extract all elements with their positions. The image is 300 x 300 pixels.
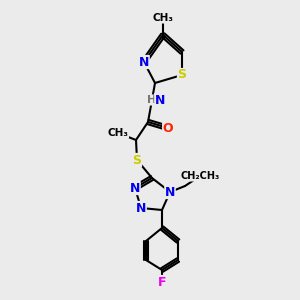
Text: N: N [139, 56, 149, 68]
Text: CH₂CH₃: CH₂CH₃ [180, 171, 220, 181]
Text: H: H [147, 95, 157, 105]
Text: N: N [130, 182, 140, 194]
Text: O: O [163, 122, 173, 134]
Text: S: S [178, 68, 187, 82]
Text: CH₃: CH₃ [152, 13, 173, 23]
Text: CH₃: CH₃ [107, 128, 128, 138]
Text: N: N [136, 202, 146, 214]
Text: N: N [165, 185, 175, 199]
Text: F: F [158, 275, 166, 289]
Text: N: N [155, 94, 165, 106]
Text: S: S [133, 154, 142, 166]
